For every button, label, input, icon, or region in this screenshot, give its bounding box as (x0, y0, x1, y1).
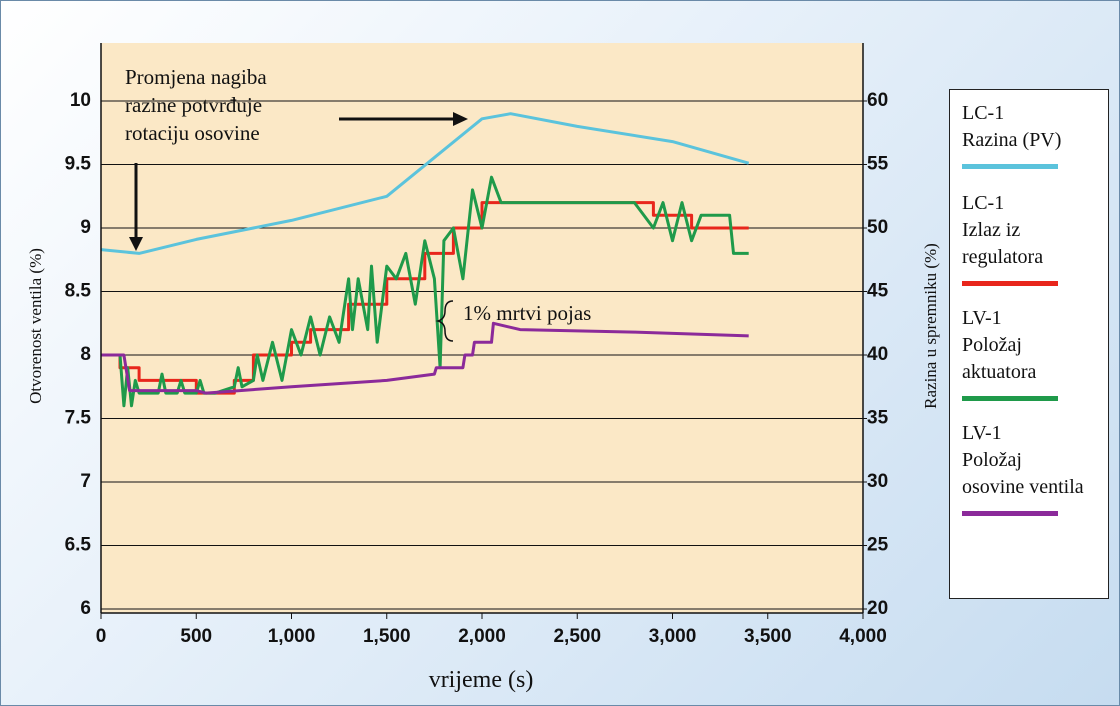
annotation: Promjena nagiba razine potvrđuje rotacij… (125, 65, 267, 145)
y2-tick-label: 60 (867, 90, 888, 111)
x-tick-label: 1,500 (363, 626, 411, 647)
legend-swatch (962, 164, 1058, 169)
x-tick-label: 500 (180, 626, 212, 647)
y2-tick-label: 35 (867, 408, 889, 429)
y-tick-label: 6 (80, 598, 91, 619)
y-tick-label: 6.5 (65, 535, 92, 556)
x-tick-label: 4,000 (839, 626, 887, 647)
plot-background (101, 43, 863, 613)
y2-tick-label: 30 (867, 471, 888, 492)
x-tick-label: 3,000 (649, 626, 697, 647)
y2-tick-label: 45 (867, 281, 889, 302)
legend-swatch (962, 511, 1058, 516)
arrow-head (453, 112, 468, 126)
legend-label: LV-1 Položaj osovine ventila (962, 422, 1084, 498)
bracket (435, 300, 454, 342)
legend-swatch (962, 396, 1058, 401)
x-tick-label: 2,000 (458, 626, 506, 647)
y2-tick-label: 20 (867, 598, 888, 619)
y-tick-label: 7 (80, 471, 91, 492)
series-line (101, 321, 749, 395)
y2-tick-label: 55 (867, 154, 889, 175)
y-tick-label: 10 (70, 90, 91, 111)
x-tick-label: 3,500 (744, 626, 792, 647)
x-tick-label: 1,000 (268, 626, 316, 647)
series-line (100, 112, 750, 255)
arrow-head (129, 237, 143, 251)
y-tick-label: 8.5 (65, 281, 92, 302)
legend-label: LC-1 Razina (PV) (962, 102, 1062, 151)
y-tick-label: 7.5 (65, 408, 92, 429)
x-tick-label: 2,500 (553, 626, 601, 647)
y2-tick-label: 40 (867, 344, 888, 365)
legend-label: LC-1 Izlaz iz regulatora (962, 192, 1044, 268)
y-tick-label: 9 (80, 217, 91, 238)
x-axis-label: vrijeme (s) (429, 667, 534, 693)
y2-axis-label: Razina u spremniku (%) (921, 243, 940, 409)
legend: LC-1 Razina (PV) LC-1 Izlaz iz regulatora… (949, 89, 1109, 599)
y-axis-label: Otvorenost ventila (%) (26, 248, 45, 404)
y-tick-label: 8 (80, 344, 91, 365)
annotation: 1% mrtvi pojas (463, 301, 592, 325)
y2-tick-label: 50 (867, 217, 888, 238)
series-line (101, 175, 749, 408)
x-tick-label: 0 (96, 626, 107, 647)
legend-label: LV-1 Položaj aktuatora (962, 307, 1037, 383)
legend-swatch (962, 281, 1058, 286)
y2-tick-label: 25 (867, 535, 889, 556)
y-tick-label: 9.5 (65, 154, 92, 175)
